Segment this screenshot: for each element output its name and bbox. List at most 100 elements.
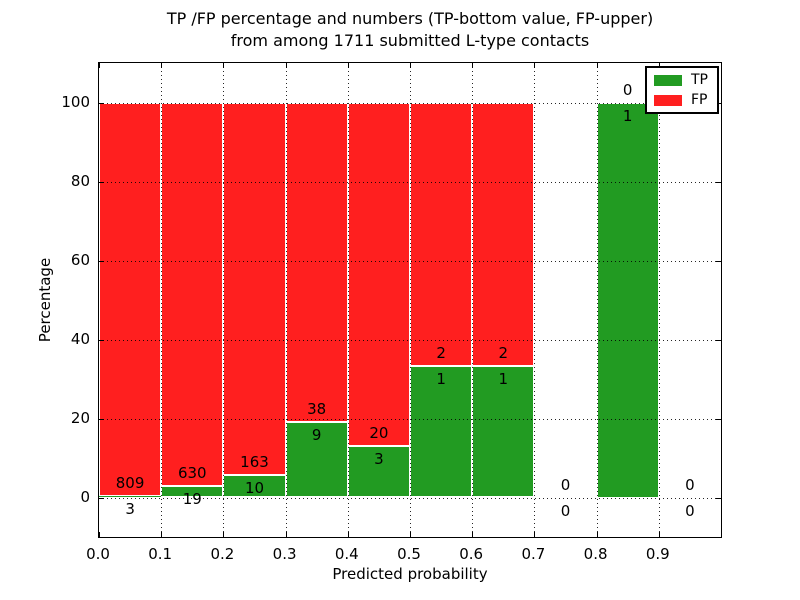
x-tick-label: 0.1 [148, 545, 173, 563]
y-tick-mark-left [99, 181, 104, 183]
y-tick-label: 20 [70, 408, 90, 427]
y-tick-mark-right [716, 497, 721, 499]
bar-count-fp: 2 [436, 343, 446, 362]
x-tick-label: 0.7 [521, 545, 546, 563]
bar-segment-tp [410, 365, 473, 498]
bar-count-fp: 0 [685, 475, 695, 494]
x-tick-mark-bottom [223, 532, 225, 537]
legend: TP FP [645, 66, 719, 114]
bar-count-fp: 38 [307, 399, 327, 418]
bar-segment-fp [99, 102, 162, 497]
y-tick-mark-right [716, 181, 721, 183]
bar-segment-tp [472, 365, 535, 498]
chart-title: TP /FP percentage and numbers (TP-bottom… [98, 8, 722, 52]
x-tick-label: 0.8 [583, 545, 608, 563]
gridline-vertical [596, 63, 598, 537]
x-axis-label: Predicted probability [332, 565, 488, 583]
x-tick-mark-bottom [472, 532, 474, 537]
bar-count-tp: 1 [622, 106, 633, 125]
x-tick-mark-bottom [410, 532, 411, 537]
bar-segment-fp [410, 102, 473, 366]
bar-count-fp: 809 [115, 474, 145, 493]
chart-title-line2: from among 1711 submitted L-type contact… [230, 31, 590, 50]
gridline-vertical [161, 63, 163, 537]
bar-segment-tp [99, 496, 162, 498]
x-tick-label: 0.6 [459, 545, 484, 563]
x-tick-label: 0.2 [210, 545, 235, 563]
y-tick-mark-right [716, 260, 721, 262]
y-tick-mark-right [716, 418, 721, 420]
bar-count-fp: 163 [240, 452, 269, 471]
x-tick-mark-bottom [161, 532, 163, 537]
x-tick-mark-top [285, 63, 287, 68]
x-tick-label: 0.0 [86, 545, 110, 563]
tp-swatch-icon [654, 74, 682, 86]
gridline-vertical [347, 63, 349, 537]
x-tick-label: 0.9 [645, 545, 670, 563]
bar-segment-tp [347, 445, 410, 498]
bar-segment-tp [596, 102, 659, 498]
x-tick-label: 0.4 [334, 545, 359, 563]
y-tick-mark-right [716, 339, 721, 341]
bar-count-tp: 10 [244, 478, 265, 497]
gridline-vertical [285, 63, 287, 537]
y-tick-label: 0 [80, 487, 90, 506]
y-tick-mark-left [99, 497, 104, 499]
y-tick-label: 100 [61, 92, 90, 111]
gridline-vertical [472, 63, 474, 537]
x-tick-mark-top [223, 63, 225, 68]
x-tick-mark-bottom [347, 532, 349, 537]
bar-segment-fp [223, 102, 286, 475]
bar-count-fp: 0 [622, 80, 633, 99]
x-tick-mark-bottom [596, 532, 598, 537]
legend-item-tp: TP [654, 73, 708, 87]
chart-title-line1: TP /FP percentage and numbers (TP-bottom… [166, 9, 654, 28]
x-tick-mark-bottom [658, 532, 660, 537]
x-tick-label: 0.5 [397, 545, 421, 563]
bar-count-tp: 1 [436, 369, 446, 388]
bar-segment-fp [161, 102, 224, 486]
plot-area: 809 3 630 19 163 10 38 9 20 3 2 1 2 1 0 0 0 1 0 0 [98, 62, 722, 538]
x-tick-mark-top [347, 63, 349, 68]
legend-label-fp: FP [691, 92, 708, 108]
x-tick-mark-top [99, 63, 100, 68]
bar-count-tp: 19 [182, 489, 202, 508]
bar-count-tp: 1 [498, 369, 509, 388]
x-tick-mark-top [410, 63, 411, 68]
bar-count-tp: 9 [311, 425, 322, 444]
bar-count-tp: 3 [374, 449, 384, 468]
bar-segment-fp [472, 102, 535, 366]
y-tick-label: 60 [70, 250, 90, 269]
y-tick-label: 80 [70, 171, 90, 190]
gridline-vertical [658, 63, 660, 537]
bar-count-tp: 0 [560, 501, 571, 520]
x-tick-mark-bottom [285, 532, 287, 537]
legend-label-tp: TP [691, 72, 708, 88]
fp-swatch-icon [654, 94, 682, 106]
x-tick-mark-top [161, 63, 163, 68]
x-tick-mark-bottom [99, 532, 100, 537]
x-tick-mark-top [596, 63, 598, 68]
gridline-vertical [410, 63, 411, 537]
bar-count-tp: 3 [125, 500, 135, 519]
gridline-vertical [534, 63, 536, 537]
bar-segment-fp [347, 102, 410, 446]
bar-count-fp: 630 [177, 463, 207, 482]
legend-item-fp: FP [654, 93, 708, 107]
bar-count-fp: 0 [560, 475, 571, 494]
bar-count-fp: 2 [498, 343, 509, 362]
gridline-vertical [223, 63, 225, 537]
y-tick-label: 40 [70, 329, 90, 348]
x-tick-mark-bottom [534, 532, 536, 537]
y-tick-mark-left [99, 418, 104, 420]
y-tick-mark-left [99, 260, 104, 262]
x-tick-mark-top [658, 63, 660, 68]
bar-count-fp: 20 [369, 423, 389, 442]
y-tick-mark-left [99, 339, 104, 341]
bar-count-tp: 0 [685, 501, 695, 520]
bar-segment-fp [285, 102, 348, 422]
x-tick-label: 0.3 [272, 545, 297, 563]
x-tick-mark-top [472, 63, 474, 68]
y-tick-mark-left [99, 102, 104, 104]
